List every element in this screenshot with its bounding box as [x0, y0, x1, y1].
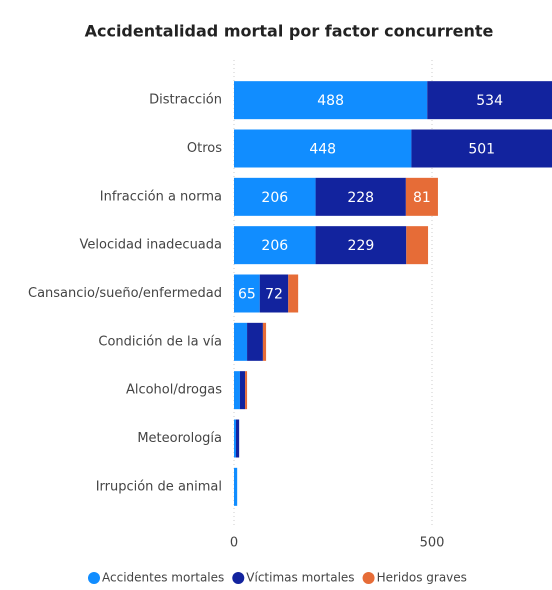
value-label: 228: [347, 190, 374, 206]
legend-label: Accidentes mortales: [102, 571, 224, 585]
bar-segment: [406, 226, 429, 265]
y-tick-label: Distracción: [149, 93, 222, 108]
y-tick-label: Meteorología: [137, 431, 222, 446]
x-tick-label: 0: [230, 536, 238, 551]
bar-segment: [288, 274, 299, 313]
legend-marker: [232, 572, 245, 584]
value-label: 448: [309, 142, 336, 158]
bar-segment: [259, 274, 289, 313]
legend-marker: [88, 572, 100, 584]
bar-segment: [234, 274, 260, 313]
bar-segment: [239, 371, 246, 410]
bar-segment: [234, 129, 412, 168]
bar-segment: [234, 226, 316, 265]
bar-segment: [245, 371, 248, 410]
bar-segment: [405, 177, 438, 216]
value-label: 501: [468, 142, 495, 158]
chart-title: Accidentalidad mortal por factor concurr…: [85, 22, 494, 41]
bar-segment: [411, 129, 552, 168]
y-tick-label: Condición de la vía: [98, 334, 222, 349]
value-label: 72: [265, 287, 283, 303]
bar-segment: [262, 322, 267, 361]
value-label: 534: [476, 93, 503, 109]
bar-segment: [234, 322, 248, 361]
value-label: 206: [261, 190, 288, 206]
y-tick-label: Infracción a norma: [100, 189, 222, 204]
bar-segment: [234, 419, 236, 458]
legend-label: Heridos graves: [377, 571, 467, 585]
value-label: 81: [413, 190, 431, 206]
bar-segment: [315, 226, 407, 265]
bar-segment: [247, 322, 263, 361]
bar-segment: [235, 419, 240, 458]
y-tick-label: Alcohol/drogas: [126, 383, 222, 398]
bar-segment: [234, 177, 316, 216]
bar-segment: [315, 177, 406, 216]
value-label: 206: [261, 238, 288, 254]
value-label: 65: [238, 287, 256, 303]
value-label: 488: [317, 93, 344, 109]
bar-segment: [234, 81, 428, 120]
value-label: 229: [348, 238, 375, 254]
bar-segment: [234, 371, 240, 410]
legend-marker: [362, 572, 375, 584]
y-tick-label: Otros: [187, 141, 222, 156]
y-tick-label: Irrupción de animal: [96, 479, 222, 494]
y-tick-label: Velocidad inadecuada: [80, 238, 222, 253]
bar-segment: [427, 81, 552, 120]
legend-label: Víctimas mortales: [246, 571, 354, 585]
x-tick-label: 500: [420, 536, 445, 551]
y-tick-label: Cansancio/sueño/enfermedad: [28, 286, 222, 301]
bar-segment: [234, 467, 238, 506]
